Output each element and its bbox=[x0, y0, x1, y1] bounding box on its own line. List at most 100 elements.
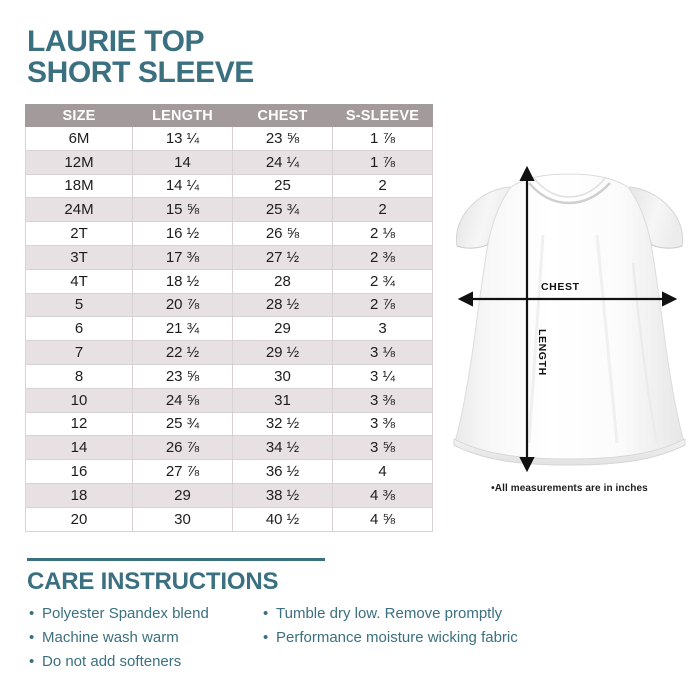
cell-sleeve: 2 bbox=[332, 197, 433, 223]
cell-chest: 28 bbox=[232, 268, 333, 294]
measurements-footnote: •All measurements are in inches bbox=[491, 483, 648, 494]
cell-chest: 40 ½ bbox=[232, 506, 333, 532]
cell-size: 6 bbox=[25, 316, 133, 342]
cell-sleeve: 2 ⅜ bbox=[332, 244, 433, 270]
cell-chest: 27 ½ bbox=[232, 244, 333, 270]
cell-chest: 31 bbox=[232, 387, 333, 413]
cell-chest: 34 ½ bbox=[232, 435, 333, 461]
cell-size: 18M bbox=[25, 173, 133, 199]
care-item: Machine wash warm bbox=[27, 627, 249, 649]
cell-chest: 29 bbox=[232, 316, 333, 342]
chest-measure-label: CHEST bbox=[541, 281, 580, 293]
care-column-right: Tumble dry low. Remove promptlyPerforman… bbox=[261, 603, 591, 673]
care-divider bbox=[27, 558, 325, 561]
cell-sleeve: 4 bbox=[332, 459, 433, 484]
cell-size: 5 bbox=[25, 292, 133, 318]
cell-chest: 29 ½ bbox=[232, 340, 333, 365]
table-row: 4T 18 ½ 28 2 ¾ bbox=[25, 268, 433, 294]
cell-sleeve: 4 ⅝ bbox=[332, 506, 433, 532]
cell-length: 21 ¾ bbox=[132, 316, 233, 342]
cell-length: 16 ½ bbox=[132, 221, 233, 246]
column-header-length: LENGTH bbox=[132, 104, 233, 127]
cell-sleeve: 4 ⅜ bbox=[332, 482, 433, 508]
page-title: LAURIE TOP SHORT SLEEVE bbox=[27, 26, 254, 88]
column-header-size: SIZE bbox=[25, 104, 133, 127]
cell-size: 24M bbox=[25, 197, 133, 223]
cell-sleeve: 2 bbox=[332, 173, 433, 199]
cell-size: 10 bbox=[25, 387, 133, 413]
cell-length: 18 ½ bbox=[132, 268, 233, 294]
cell-sleeve: 3 ⅜ bbox=[332, 387, 433, 413]
cell-size: 2T bbox=[25, 221, 133, 246]
cell-size: 4T bbox=[25, 268, 133, 294]
cell-chest: 25 ¾ bbox=[232, 197, 333, 223]
cell-sleeve: 3 ⅛ bbox=[332, 340, 433, 365]
cell-length: 30 bbox=[132, 506, 233, 532]
cell-length: 26 ⅞ bbox=[132, 435, 233, 461]
cell-sleeve: 2 ¾ bbox=[332, 268, 433, 294]
cell-length: 14 ¼ bbox=[132, 173, 233, 199]
cell-chest: 28 ½ bbox=[232, 292, 333, 318]
cell-chest: 23 ⅝ bbox=[232, 126, 333, 151]
care-instructions-heading: CARE INSTRUCTIONS bbox=[27, 568, 279, 595]
cell-size: 12M bbox=[25, 149, 133, 175]
cell-sleeve: 3 bbox=[332, 316, 433, 342]
table-header-row: SIZE LENGTH CHEST S-SLEEVE bbox=[25, 104, 433, 127]
cell-chest: 36 ½ bbox=[232, 459, 333, 484]
page-title-line-1: LAURIE TOP bbox=[27, 25, 205, 58]
cell-sleeve: 2 ⅛ bbox=[332, 221, 433, 246]
cell-chest: 26 ⅝ bbox=[232, 221, 333, 246]
care-item: Polyester Spandex blend bbox=[27, 603, 249, 625]
cell-size: 12 bbox=[25, 411, 133, 437]
cell-length: 27 ⅞ bbox=[132, 459, 233, 484]
care-item: Performance moisture wicking fabric bbox=[261, 627, 591, 649]
cell-length: 22 ½ bbox=[132, 340, 233, 365]
cell-length: 17 ⅜ bbox=[132, 244, 233, 270]
page-title-line-2: SHORT SLEEVE bbox=[27, 56, 254, 89]
cell-sleeve: 3 ⅜ bbox=[332, 411, 433, 437]
length-measure-label: LENGTH bbox=[536, 329, 548, 376]
cell-size: 18 bbox=[25, 482, 133, 508]
cell-size: 7 bbox=[25, 340, 133, 365]
column-header-sleeve: S-SLEEVE bbox=[332, 104, 433, 127]
garment-body-shape bbox=[453, 173, 686, 466]
table-row: 18M 14 ¼ 25 2 bbox=[25, 173, 433, 199]
column-header-chest: CHEST bbox=[232, 104, 333, 127]
cell-sleeve: 3 ⅝ bbox=[332, 435, 433, 461]
cell-length: 14 bbox=[132, 149, 233, 175]
cell-sleeve: 1 ⅞ bbox=[332, 126, 433, 151]
cell-sleeve: 3 ¼ bbox=[332, 363, 433, 389]
cell-length: 24 ⅝ bbox=[132, 387, 233, 413]
cell-sleeve: 1 ⅞ bbox=[332, 149, 433, 175]
cell-chest: 38 ½ bbox=[232, 482, 333, 508]
cell-length: 13 ¼ bbox=[132, 126, 233, 151]
cell-length: 29 bbox=[132, 482, 233, 508]
cell-chest: 32 ½ bbox=[232, 411, 333, 437]
cell-chest: 25 bbox=[232, 173, 333, 199]
table-row: 6 21 ¾ 29 3 bbox=[25, 316, 433, 342]
cell-size: 3T bbox=[25, 244, 133, 270]
cell-length: 23 ⅝ bbox=[132, 363, 233, 389]
cell-length: 15 ⅝ bbox=[132, 197, 233, 223]
cell-chest: 30 bbox=[232, 363, 333, 389]
cell-size: 20 bbox=[25, 506, 133, 532]
cell-sleeve: 2 ⅞ bbox=[332, 292, 433, 318]
cell-size: 14 bbox=[25, 435, 133, 461]
care-column-left: Polyester Spandex blendMachine wash warm… bbox=[27, 603, 249, 673]
care-item: Tumble dry low. Remove promptly bbox=[261, 603, 591, 625]
